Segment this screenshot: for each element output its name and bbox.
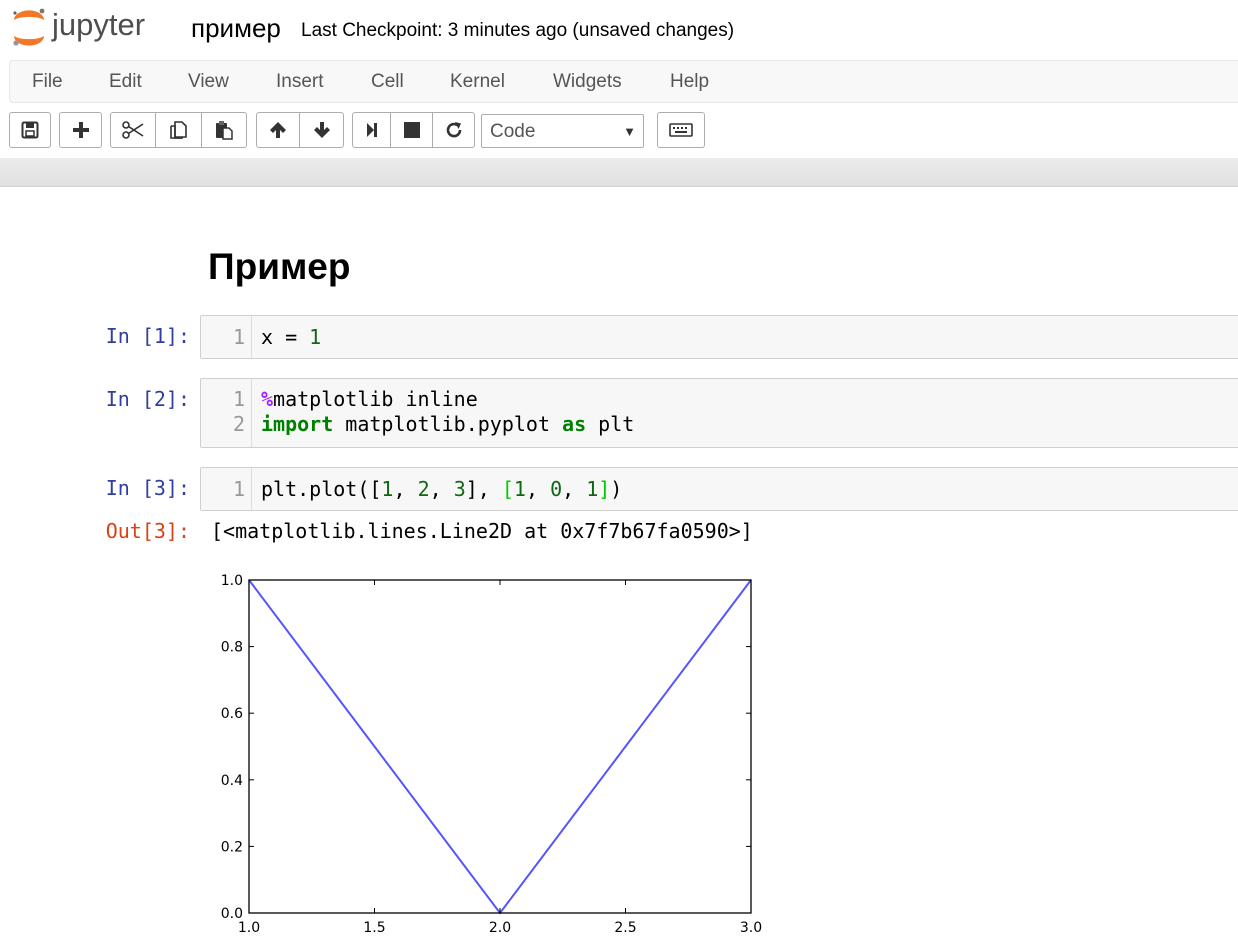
- keyboard-icon: [669, 123, 693, 137]
- line-number: 1: [232, 477, 245, 501]
- menu-edit[interactable]: Edit: [109, 71, 142, 92]
- paste-button[interactable]: [201, 112, 247, 148]
- code-cell-2[interactable]: 1 2 %matplotlib inline import matplotlib…: [200, 378, 1238, 448]
- arrow-down-icon: [313, 122, 330, 138]
- copy-icon: [169, 121, 187, 139]
- x-tick-label: 2.0: [489, 920, 511, 936]
- menu-insert[interactable]: Insert: [276, 71, 324, 92]
- code-cell-3[interactable]: 1 plt.plot([1, 2, 3], [1, 0, 1]): [200, 467, 1238, 511]
- paste-icon: [216, 121, 233, 140]
- stop-icon: [403, 122, 420, 138]
- run-cell-button[interactable]: [352, 112, 391, 148]
- save-icon: [21, 121, 39, 139]
- line-number: 1: [232, 387, 245, 411]
- code-line: x = 1: [261, 325, 322, 349]
- cut-icon: [122, 121, 144, 139]
- menu-kernel[interactable]: Kernel: [450, 71, 505, 92]
- menu-cell[interactable]: Cell: [371, 71, 404, 92]
- x-tick-label: 1.5: [363, 920, 385, 936]
- y-tick-label: 0.2: [221, 839, 243, 855]
- logo-text: jupyter: [51, 7, 145, 42]
- menu-view[interactable]: View: [188, 71, 229, 92]
- menu-widgets[interactable]: Widgets: [553, 71, 622, 92]
- markdown-heading[interactable]: Пример: [208, 246, 351, 287]
- code-cell-1[interactable]: 1 x = 1: [200, 315, 1238, 359]
- move-down-button[interactable]: [299, 112, 344, 148]
- insert-cell-button[interactable]: [59, 112, 102, 148]
- line-gutter: 1: [201, 316, 252, 358]
- menu-file[interactable]: File: [32, 71, 63, 92]
- cell-type-select[interactable]: Code ▼: [481, 114, 644, 148]
- save-button[interactable]: [9, 112, 51, 148]
- line-number: 1: [232, 325, 245, 349]
- x-tick-label: 1.0: [238, 920, 260, 936]
- menubar: File Edit View Insert Cell Kernel Widget…: [9, 60, 1238, 103]
- header: jupyter пример Last Checkpoint: 3 minute…: [0, 0, 1238, 60]
- line-chart: 1.0 1.5 2.0 2.5 3.0 0.0 0.2 0.4 0.6 0.8 1.0: [221, 573, 762, 936]
- output-prompt: Out[3]:: [105, 519, 190, 543]
- code-line: import matplotlib.pyplot as plt: [261, 412, 635, 436]
- interrupt-kernel-button[interactable]: [390, 112, 433, 148]
- cell-1-prompt: In [1]:: [105, 324, 190, 348]
- plus-icon: [72, 122, 89, 138]
- series-line-0: [248, 579, 752, 915]
- notebook-name[interactable]: пример: [191, 13, 281, 43]
- y-tick-label: 0.0: [221, 906, 243, 922]
- x-tick-label: 2.5: [614, 920, 636, 936]
- code-line: plt.plot([1, 2, 3], [1, 0, 1]): [261, 477, 623, 501]
- chevron-down-icon: ▼: [623, 124, 636, 139]
- cut-button[interactable]: [110, 112, 156, 148]
- jupyter-logo[interactable]: jupyter: [8, 6, 173, 48]
- cell-2-prompt: In [2]:: [105, 387, 190, 411]
- y-tick-label: 0.6: [221, 706, 243, 722]
- line-number: 2: [232, 412, 245, 436]
- code-line: %matplotlib inline: [261, 387, 478, 411]
- copy-button[interactable]: [155, 112, 202, 148]
- restart-kernel-button[interactable]: [432, 112, 475, 148]
- x-tick-label: 3.0: [740, 920, 762, 936]
- line-gutter: 1: [201, 468, 252, 510]
- toolbar: Code ▼: [0, 112, 1238, 152]
- line-gutter: 1 2: [201, 379, 252, 447]
- menu-help[interactable]: Help: [670, 71, 710, 92]
- refresh-icon: [446, 122, 461, 138]
- command-palette-button[interactable]: [657, 112, 705, 148]
- cell-type-value: Code: [490, 121, 536, 142]
- step-forward-icon: [366, 123, 377, 137]
- y-tick-label: 0.8: [221, 640, 243, 656]
- arrow-up-icon: [270, 122, 286, 138]
- plot-frame: [248, 579, 752, 914]
- y-tick-label: 1.0: [221, 573, 243, 589]
- checkpoint-status: Last Checkpoint: 3 minutes ago (unsaved …: [301, 20, 735, 41]
- cell-3-prompt: In [3]:: [105, 476, 190, 500]
- header-divider: [0, 158, 1238, 187]
- output-text: [<matplotlib.lines.Line2D at 0x7f7b67fa0…: [211, 519, 753, 543]
- y-tick-label: 0.4: [221, 773, 243, 789]
- move-up-button[interactable]: [256, 112, 300, 148]
